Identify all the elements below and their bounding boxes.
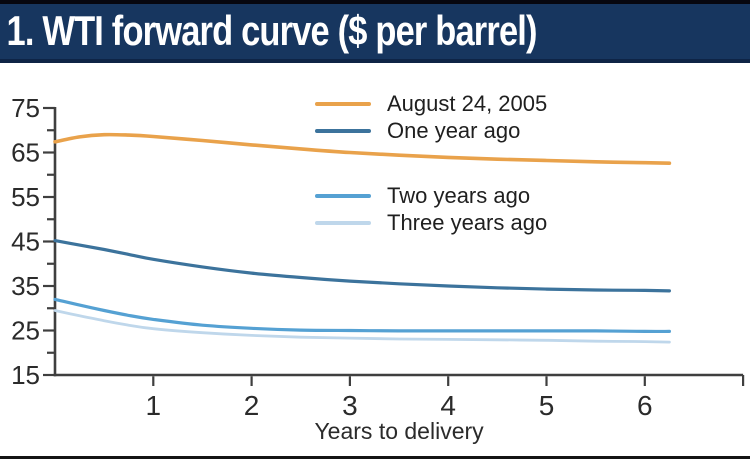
series-curve-one-year-ago xyxy=(53,239,671,293)
x-tick-label: 6 xyxy=(637,390,653,421)
legend-item-two-years-ago: Two years ago xyxy=(315,182,547,209)
legend-swatch-august-24-2005 xyxy=(315,101,371,106)
legend-label-three-years-ago: Three years ago xyxy=(387,210,548,235)
figure-title: 1. WTI forward curve ($ per barrel) xyxy=(6,7,538,54)
x-tick-label: 4 xyxy=(440,390,456,421)
x-tick-label: 1 xyxy=(146,390,162,421)
legend-label-august-24-2005: August 24, 2005 xyxy=(387,91,548,116)
y-tick-label: 25 xyxy=(11,316,40,346)
legend-label-one-year-ago: One year ago xyxy=(387,118,521,143)
legend-item-one-year-ago: One year ago xyxy=(315,117,547,144)
legend-swatch-three-years-ago xyxy=(315,220,371,225)
title-bar: 1. WTI forward curve ($ per barrel) xyxy=(0,0,750,63)
x-tick-label: 2 xyxy=(244,390,260,421)
y-tick-label: 55 xyxy=(11,182,40,212)
legend-label-two-years-ago: Two years ago xyxy=(387,183,531,208)
x-tick-label: 3 xyxy=(342,390,358,421)
series-curve-two-years-ago xyxy=(53,297,671,334)
series-curve-three-years-ago xyxy=(53,309,671,344)
legend-swatch-one-year-ago xyxy=(315,128,371,133)
series-curve-august-24-2005 xyxy=(53,132,672,165)
x-axis-title: Years to delivery xyxy=(314,418,484,444)
legend-swatch-two-years-ago xyxy=(315,193,371,198)
y-tick-label: 75 xyxy=(11,93,40,123)
legend-group-2: Two years ago Three years ago xyxy=(315,182,547,236)
y-tick-label: 65 xyxy=(11,138,40,168)
legend-item-three-years-ago: Three years ago xyxy=(315,209,547,236)
y-tick-label: 45 xyxy=(11,227,40,257)
y-tick-label: 35 xyxy=(11,271,40,301)
bottom-divider xyxy=(0,456,750,459)
y-tick-label: 15 xyxy=(11,360,40,390)
x-tick-label: 5 xyxy=(539,390,555,421)
legend-group-1: August 24, 2005 One year ago xyxy=(315,90,547,144)
legend-item-august-24-2005: August 24, 2005 xyxy=(315,90,547,117)
